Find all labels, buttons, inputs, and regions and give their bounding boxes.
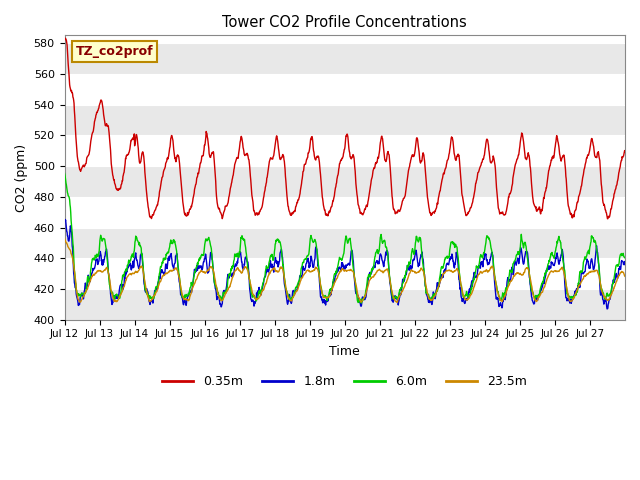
Bar [65,289,625,320]
Bar [65,166,625,197]
Bar [65,43,625,74]
Bar [65,74,625,105]
X-axis label: Time: Time [330,345,360,358]
Y-axis label: CO2 (ppm): CO2 (ppm) [15,144,28,212]
Bar [65,228,625,258]
Bar [65,258,625,289]
Bar [65,197,625,228]
Legend: 0.35m, 1.8m, 6.0m, 23.5m: 0.35m, 1.8m, 6.0m, 23.5m [157,370,532,393]
Title: Tower CO2 Profile Concentrations: Tower CO2 Profile Concentrations [222,15,467,30]
Bar [65,135,625,166]
Bar [65,105,625,135]
Text: TZ_co2prof: TZ_co2prof [76,45,154,58]
